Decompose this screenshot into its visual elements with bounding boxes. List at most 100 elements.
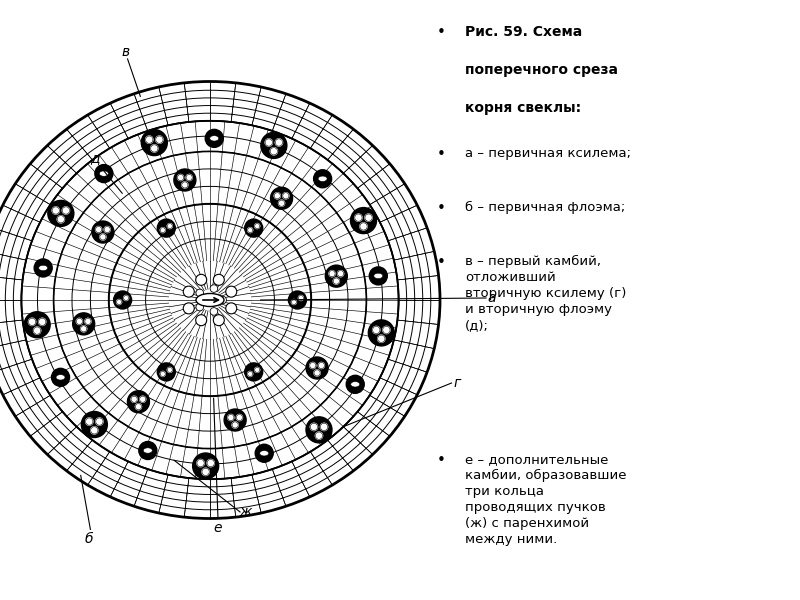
Circle shape	[382, 326, 390, 334]
Circle shape	[207, 460, 214, 467]
Circle shape	[245, 219, 262, 237]
Circle shape	[236, 415, 242, 421]
Circle shape	[62, 207, 70, 214]
Ellipse shape	[143, 448, 152, 453]
Circle shape	[117, 299, 122, 305]
Circle shape	[183, 286, 194, 297]
Circle shape	[248, 371, 253, 376]
Circle shape	[156, 136, 163, 143]
Circle shape	[96, 418, 103, 425]
Circle shape	[226, 303, 237, 314]
Circle shape	[90, 427, 98, 434]
Circle shape	[275, 139, 282, 146]
Circle shape	[160, 371, 166, 376]
Text: корня свеклы:: корня свеклы:	[465, 101, 581, 115]
Circle shape	[48, 200, 74, 226]
Ellipse shape	[374, 273, 382, 278]
Circle shape	[58, 215, 65, 223]
Circle shape	[196, 289, 203, 297]
Text: в: в	[122, 45, 130, 59]
Ellipse shape	[260, 451, 269, 456]
Circle shape	[196, 314, 206, 326]
Circle shape	[85, 319, 91, 325]
Text: •: •	[437, 201, 446, 216]
Circle shape	[255, 444, 274, 462]
Circle shape	[245, 363, 262, 381]
Circle shape	[82, 412, 107, 437]
Circle shape	[183, 303, 194, 314]
Text: б – первичная флоэма;: б – первичная флоэма;	[465, 201, 626, 214]
Circle shape	[318, 362, 325, 368]
Text: •: •	[437, 147, 446, 162]
Text: б: б	[84, 532, 93, 547]
Circle shape	[326, 265, 347, 287]
Circle shape	[86, 418, 93, 425]
Circle shape	[196, 274, 206, 286]
Circle shape	[338, 271, 344, 277]
Circle shape	[197, 460, 204, 467]
Circle shape	[219, 296, 226, 304]
Circle shape	[158, 219, 175, 237]
Text: •: •	[437, 453, 446, 468]
Circle shape	[298, 295, 303, 301]
Circle shape	[274, 193, 280, 199]
Circle shape	[95, 226, 102, 233]
Circle shape	[214, 274, 224, 286]
Circle shape	[329, 271, 335, 277]
Text: •: •	[437, 255, 446, 270]
Text: г: г	[454, 376, 461, 390]
Text: ж: ж	[240, 505, 252, 519]
Circle shape	[139, 442, 157, 460]
Circle shape	[334, 278, 339, 284]
Circle shape	[193, 453, 218, 479]
Circle shape	[167, 367, 172, 373]
Circle shape	[261, 133, 287, 158]
Circle shape	[202, 468, 210, 475]
Circle shape	[34, 327, 41, 334]
Circle shape	[248, 227, 253, 233]
Circle shape	[158, 363, 175, 381]
Circle shape	[378, 335, 385, 343]
Circle shape	[306, 357, 328, 379]
Circle shape	[34, 259, 52, 277]
Circle shape	[291, 299, 297, 305]
Circle shape	[104, 226, 110, 233]
Circle shape	[346, 376, 364, 394]
Circle shape	[73, 313, 94, 335]
Circle shape	[315, 432, 322, 439]
Circle shape	[52, 207, 59, 214]
Circle shape	[224, 409, 246, 431]
Text: а – первичная ксилема;: а – первичная ксилема;	[465, 147, 631, 160]
Ellipse shape	[38, 265, 48, 271]
Circle shape	[146, 136, 153, 143]
Circle shape	[314, 370, 320, 376]
Text: Рис. 59. Схема: Рис. 59. Схема	[465, 25, 582, 39]
Ellipse shape	[318, 176, 327, 181]
Circle shape	[360, 223, 367, 230]
Circle shape	[127, 391, 150, 413]
Circle shape	[29, 318, 36, 325]
Circle shape	[206, 130, 223, 148]
Circle shape	[254, 224, 260, 229]
Circle shape	[114, 291, 132, 309]
Text: в – первый камбий,
отложивший
вторичную ксилему (г)
и вторичную флоэму
(д);: в – первый камбий, отложивший вторичную …	[465, 255, 626, 332]
Circle shape	[226, 286, 237, 297]
Circle shape	[76, 319, 82, 325]
Circle shape	[142, 130, 167, 155]
Circle shape	[270, 148, 278, 155]
Text: д: д	[90, 151, 99, 164]
Circle shape	[254, 367, 260, 373]
Circle shape	[150, 145, 158, 152]
Circle shape	[178, 175, 184, 181]
Circle shape	[368, 320, 394, 346]
Circle shape	[214, 314, 224, 326]
Circle shape	[270, 187, 293, 209]
Circle shape	[135, 404, 142, 410]
Ellipse shape	[99, 171, 108, 176]
Circle shape	[186, 175, 192, 181]
Text: поперечного среза: поперечного среза	[465, 63, 618, 77]
Text: е: е	[214, 521, 222, 535]
Circle shape	[51, 368, 70, 386]
Circle shape	[140, 396, 146, 403]
Circle shape	[370, 267, 387, 285]
